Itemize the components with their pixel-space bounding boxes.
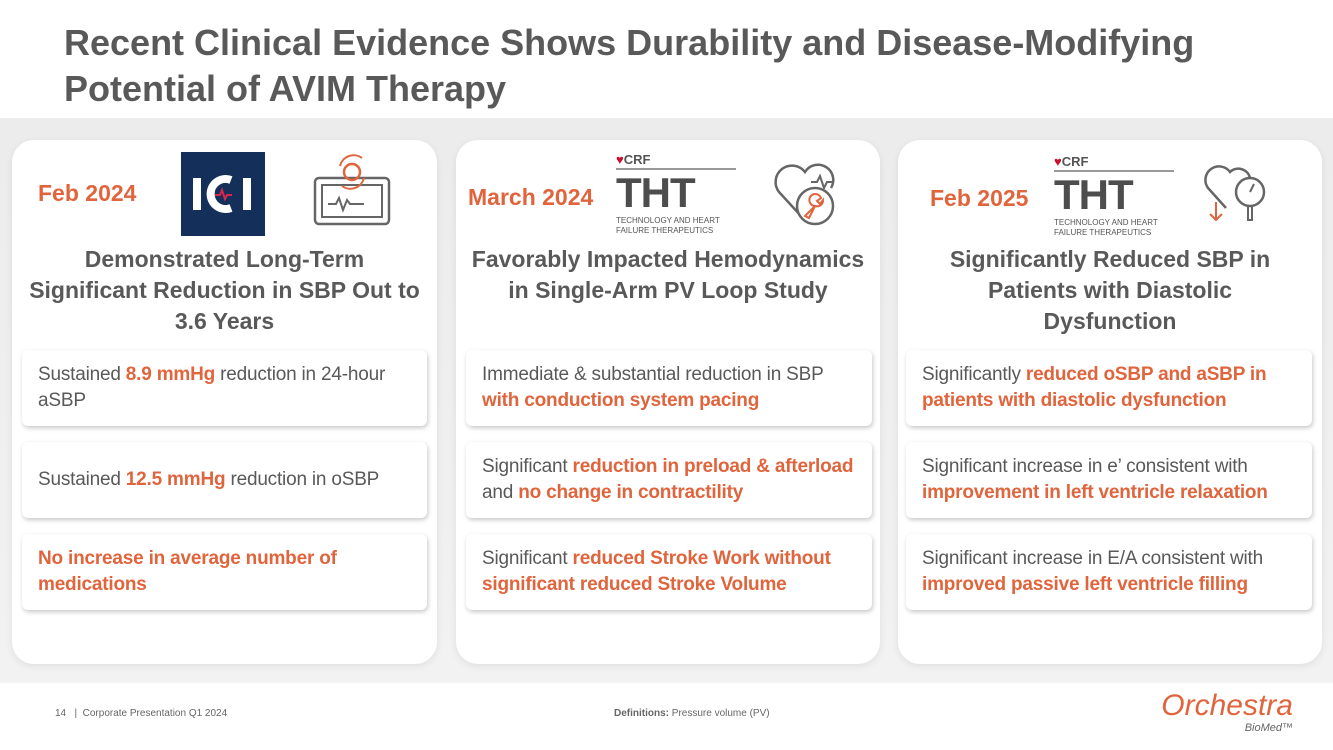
finding-highlight: improvement in left ventricle relaxation [922, 482, 1268, 503]
finding-text: Significant increase in e’ consistent wi… [922, 456, 1248, 477]
finding-box: Significant increase in E/A consistent w… [906, 534, 1312, 610]
finding-highlight: reduction in preload & afterload [572, 456, 854, 477]
card-date: March 2024 [468, 184, 594, 210]
definitions-label: Definitions: [614, 708, 669, 719]
footer-separator: | [74, 708, 78, 719]
tht-subtitle: TECHNOLOGY AND HEART FAILURE THERAPEUTIC… [1054, 218, 1158, 237]
orchestra-biomed-logo: Orchestra BioMed™ [1161, 690, 1293, 735]
monitor-gear-icon [313, 154, 391, 226]
finding-box: Significant reduction in preload & after… [466, 442, 872, 518]
card-date: Feb 2024 [38, 180, 137, 206]
finding-highlight: improved passive left ventricle filling [922, 574, 1248, 595]
finding-text: Sustained [38, 364, 126, 385]
finding-text: Sustained [38, 469, 126, 490]
card-march-2024: March 2024 ♥CRF THT TECHNOLOGY AND HEART… [456, 140, 880, 664]
finding-text: and [482, 482, 519, 503]
crf-tht-logo: ♥CRF THT TECHNOLOGY AND HEART FAILURE TH… [616, 152, 736, 236]
crf-text: CRF [623, 152, 651, 167]
finding-highlight: 8.9 mmHg [125, 364, 216, 385]
finding-highlight: no change in contractility [518, 482, 744, 503]
finding-text: reduction in oSBP [225, 469, 380, 490]
card-feb-2025: Feb 2025 ♥CRF THT TECHNOLOGY AND HEART F… [898, 140, 1322, 664]
crf-tht-logo: ♥CRF THT TECHNOLOGY AND HEART FAILURE TH… [1054, 154, 1174, 238]
findings-list: Significantly reduced oSBP and aSBP in p… [906, 350, 1312, 610]
finding-text: Significant [482, 548, 573, 569]
finding-highlight: reduced Stroke Work without significant … [482, 548, 831, 595]
finding-box: Sustained 12.5 mmHg reduction in oSBP [22, 442, 427, 518]
finding-text: Immediate & substantial reduction in SBP [482, 364, 824, 385]
finding-highlight: 12.5 mmHg [125, 469, 226, 490]
card-heading: Favorably Impacted Hemodynamics in Singl… [471, 246, 865, 303]
findings-list: Immediate & substantial reduction in SBP… [466, 350, 872, 610]
definitions: Definitions: Pressure volume (PV) [614, 708, 770, 720]
card-date: Feb 2025 [930, 185, 1029, 211]
crf-text: CRF [1061, 154, 1089, 169]
finding-box: Immediate & substantial reduction in SBP… [466, 350, 872, 426]
finding-box: Significant reduced Stroke Work without … [466, 534, 872, 610]
page-number: 14 [55, 708, 67, 719]
tht-text: THT [1054, 170, 1174, 218]
finding-highlight: reduced oSBP and aSBP in patients with d… [922, 364, 1267, 411]
finding-text: reduction in 24-hour aSBP [38, 364, 386, 411]
brand-name: Orchestra [1161, 689, 1293, 722]
heart-wrench-icon [774, 163, 835, 226]
slide-title: Recent Clinical Evidence Shows Durabilit… [64, 22, 1195, 109]
definitions-text: Pressure volume (PV) [669, 708, 770, 719]
tht-text: THT [616, 168, 736, 216]
finding-box: Sustained 8.9 mmHg reduction in 24-hour … [22, 350, 427, 426]
finding-text: Significant increase in E/A consistent w… [922, 548, 1263, 569]
tht-subtitle: TECHNOLOGY AND HEART FAILURE THERAPEUTIC… [616, 216, 720, 235]
card-feb-2024: Feb 2024 Demonstrated Long-Term Signific… [12, 140, 437, 664]
finding-text: Significant [482, 456, 573, 477]
finding-text: Significantly [922, 364, 1026, 385]
finding-highlight: No increase in average number of medicat… [38, 548, 337, 595]
deck-name: Corporate Presentation Q1 2024 [82, 708, 228, 719]
card-heading: Demonstrated Long-Term Significant Reduc… [29, 246, 420, 334]
ici-logo [181, 152, 265, 236]
findings-list: Sustained 8.9 mmHg reduction in 24-hour … [22, 350, 427, 610]
heart-pressure-gauge-icon [1204, 165, 1266, 222]
card-heading: Significantly Reduced SBP in Patients wi… [949, 246, 1271, 334]
finding-highlight: with conduction system pacing [482, 390, 760, 411]
finding-box: Significantly reduced oSBP and aSBP in p… [906, 350, 1312, 426]
finding-box: Significant increase in e’ consistent wi… [906, 442, 1312, 518]
footer-left: 14 | Corporate Presentation Q1 2024 [55, 708, 227, 720]
finding-box: No increase in average number of medicat… [22, 534, 427, 610]
brand-sub: BioMed™ [1244, 722, 1293, 734]
